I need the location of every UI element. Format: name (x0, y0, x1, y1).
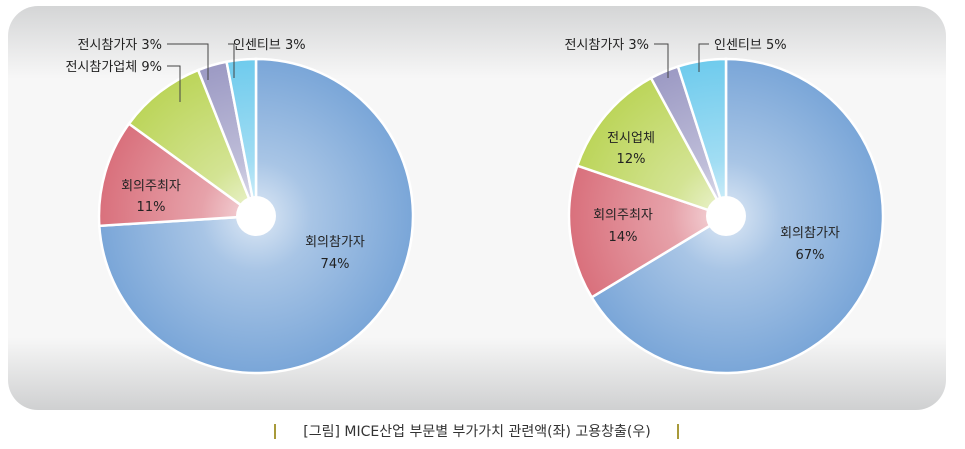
slice-value-label: 12% (617, 152, 646, 167)
leader-line (167, 65, 181, 102)
slice-label: 전시참가자 3% (77, 38, 162, 53)
caption-bar-right (677, 424, 679, 439)
pie-center-hole (706, 196, 746, 236)
caption-text: [그림] MICE산업 부문별 부가가치 관련액(좌) 고용창출(우) (303, 424, 650, 440)
pie-center-hole (236, 196, 276, 236)
slice-label: 회의주최자 (593, 208, 653, 223)
slice-label: 인센티브 3% (233, 38, 306, 53)
slice-value-label: 74% (321, 257, 350, 272)
leader-line (654, 43, 669, 78)
leader-line (167, 43, 209, 80)
caption-bar-left (274, 424, 276, 439)
slice-label: 전시업체 (607, 131, 655, 146)
slice-label: 전시참가업체 9% (65, 60, 162, 75)
slice-label: 회의주최자 (121, 179, 181, 194)
slice-label: 전시참가자 3% (564, 38, 649, 53)
figure-caption: [그림] MICE산업 부문별 부가가치 관련액(좌) 고용창출(우) (274, 424, 679, 440)
slice-value-label: 67% (796, 248, 825, 263)
slice-label: 회의참가자 (780, 226, 840, 241)
slice-label: 회의참가자 (305, 235, 365, 250)
slice-label: 인센티브 5% (714, 38, 787, 53)
leader-line (698, 43, 709, 72)
slice-value-label: 11% (137, 200, 166, 215)
leader-line (228, 43, 235, 78)
slice-value-label: 14% (609, 230, 638, 245)
